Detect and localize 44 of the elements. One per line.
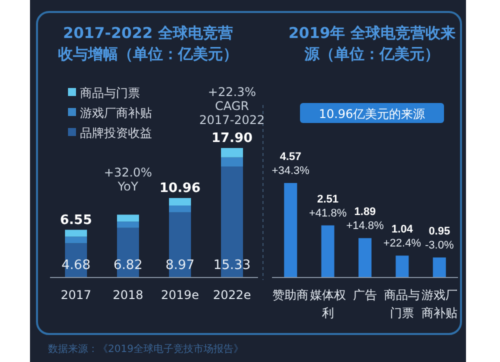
bar (117, 214, 139, 222)
legend-label: 品牌投资收益 (80, 126, 152, 140)
bar (358, 238, 372, 277)
bar (117, 222, 139, 228)
x-tick-label: 商品与门票 (384, 288, 420, 320)
bar (169, 198, 191, 206)
x-tick-label: 2017 (60, 288, 92, 302)
bar (321, 225, 334, 277)
x-tick-label: 2022e (213, 288, 251, 302)
total-label: 17.90 (211, 131, 253, 146)
legend-label: 游戏厂商补贴 (80, 106, 152, 120)
data-label: 2.51 (317, 193, 339, 206)
data-label: 4.57 (280, 151, 302, 163)
bar (432, 257, 446, 277)
data-label: 1.89 (354, 206, 376, 218)
x-tick-label: 2019e (161, 288, 199, 302)
x-tick-label: 广告 (353, 288, 377, 302)
x-tick-label: 2018 (112, 288, 144, 302)
x-tick-label: 媒体权利 (310, 288, 346, 320)
data-label: 1.04 (391, 224, 414, 236)
annotation: +14.8% (346, 220, 384, 232)
bar (65, 236, 87, 244)
total-label: 6.55 (60, 212, 92, 228)
x-tick-label: 游戏厂商补贴 (421, 288, 458, 320)
bar (221, 148, 243, 158)
source-note: 数据来源：《2019全球电子竞技市场报告》 (48, 343, 244, 355)
bar (65, 230, 87, 237)
legend-label: 商品与门票 (80, 86, 140, 100)
bar (284, 183, 298, 277)
chart-subtitle: 10.96亿美元的来源 (318, 107, 426, 121)
annotation: +22.4% (383, 238, 422, 250)
data-label: 0.95 (428, 225, 450, 238)
annotation: +34.3% (272, 165, 310, 177)
annotation: +22.3% CAGR 2017-2022 (199, 85, 265, 127)
annotation: +41.8% (308, 207, 347, 220)
annotation: -3.0% (425, 239, 454, 252)
bar (396, 256, 409, 277)
bar (221, 157, 243, 167)
x-tick-label: 赞助商 (272, 288, 309, 302)
chart-title: 2019年 全球电竞营收来源（单位：亿美元） (288, 24, 456, 63)
total-label: 10.96 (159, 181, 201, 196)
chart-title: 2017-2022 全球电竞营收与增幅（单位：亿美元） (58, 24, 238, 63)
bar (169, 206, 191, 212)
annotation: +32.0% YoY (104, 166, 152, 194)
